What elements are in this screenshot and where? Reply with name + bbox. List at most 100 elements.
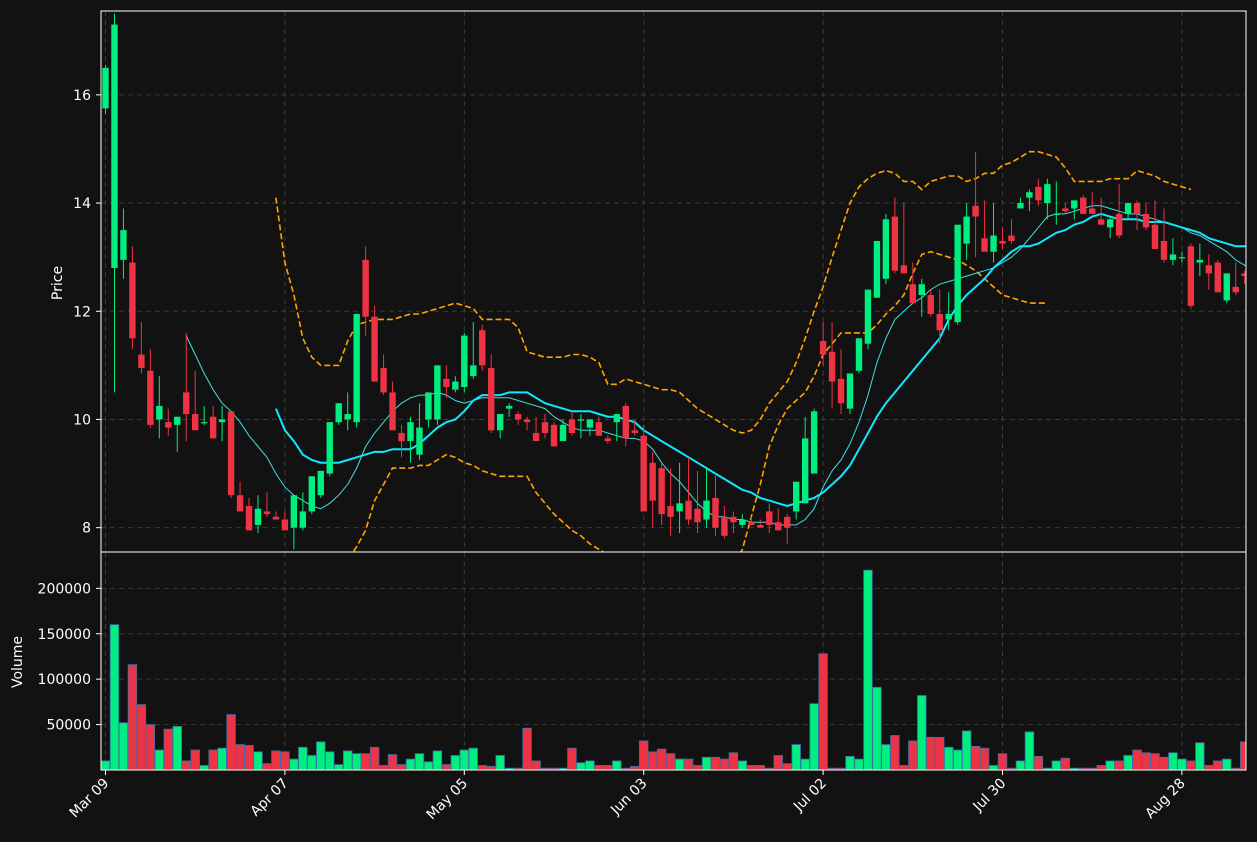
candle-body [927,295,934,314]
price-panel: 8 10 12 14 16 Price [50,10,1247,553]
volume-bar [387,754,398,770]
ma-slow-line [274,212,1246,508]
candle-body [1241,273,1246,277]
volume-bar [1141,752,1151,770]
candle-body [443,378,450,387]
volume-bar [1195,742,1205,770]
candle-body [209,416,217,439]
candle-body [218,419,226,423]
volume-bar [298,746,308,770]
candle-body [362,259,369,317]
volume-bar [396,764,407,770]
candle-body [1035,186,1042,201]
candle-body [1115,213,1123,236]
volume-bar [1033,755,1044,770]
price-panel-frame [100,10,1247,553]
price-y-axis: 8 10 12 14 16 [73,88,101,537]
candle-body [389,392,396,431]
volume-bar [244,745,254,770]
x-tick-label: May 05 [424,776,472,824]
volume-bar [674,758,685,770]
volume-bar [612,760,622,770]
candle-body [909,284,916,304]
volume-bar [917,695,927,770]
candle-body [792,481,800,512]
volume-bar [208,749,218,770]
candle-body [990,235,997,252]
volume-bar [755,765,766,770]
candle-body [649,462,656,501]
volume-tick-label: 200000 [38,581,91,597]
candle-body [452,381,459,390]
candle-body [1089,208,1096,214]
candle-body [721,516,728,536]
candle-body [559,424,567,442]
volume-bar [908,740,918,770]
candle-body [604,438,612,442]
candle-body [326,422,333,474]
volume-tick-label: 50000 [46,718,91,734]
volume-bar [647,751,658,770]
volume-y-axis: 50000 100000 150000 200000 [38,581,101,734]
volume-bar [351,753,362,770]
volume-bar [567,747,577,770]
volume-bar [585,760,595,770]
candle-body [676,503,683,512]
candle-body [658,468,665,515]
volume-bar [773,755,783,770]
candle-body [873,240,881,298]
volume-bar [899,765,909,770]
candle-body [784,516,791,528]
volume-bar [665,753,676,770]
volume-bar [486,765,496,770]
price-tick-label: 12 [73,304,91,320]
candle-body [1106,219,1114,228]
volume-bar [737,760,748,770]
volume-bar [181,760,191,770]
volume-bar [782,763,792,770]
volume-bar [378,765,389,770]
volume-bar [316,741,326,770]
volume-bar [935,736,945,770]
volume-bar [432,750,443,770]
candle-body [1151,224,1159,250]
x-axis: Mar 09 Apr 07 May 05 Jun 03 Jul 02 Jul 30 Aug … [67,770,1189,823]
candle-body [407,422,414,442]
candle-body [1205,265,1213,274]
volume-bar [1159,756,1169,770]
x-tick-label: Jul 02 [790,776,830,816]
candle-body [272,516,280,520]
candle-body [479,330,486,366]
volume-axis-label: Volume [10,636,26,688]
candle-body [344,414,351,420]
candle-body [891,216,899,271]
volume-bar [1249,750,1257,770]
candle-body [263,511,271,515]
bollinger-lower-line [352,250,1048,552]
candle-body [1232,286,1239,293]
volume-bar [890,735,900,770]
volume-bar [639,740,649,770]
candle-body [703,500,710,520]
candle-body [1080,197,1087,214]
volume-bar [459,749,470,770]
candle-body [882,219,890,279]
volume-bar [1177,758,1187,770]
x-tick-label: Jul 30 [970,776,1010,816]
candle-body [972,205,979,217]
candle-body [120,230,127,260]
candle-body [380,368,387,393]
volume-bar [1024,731,1035,770]
moving-averages [185,205,1246,526]
candle-body [766,511,773,525]
candle-body [828,351,836,382]
candle-body [954,224,961,323]
volume-bar [997,753,1008,770]
candle-body [174,416,181,425]
candle-body [685,500,692,520]
candle-body [1044,184,1051,204]
volume-bar [325,751,335,770]
candle-body [819,341,827,355]
volume-bar [235,744,245,770]
volume-bar [710,756,721,770]
